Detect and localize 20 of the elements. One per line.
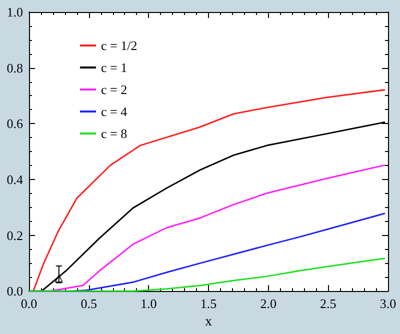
legend-label: c = 1/2 [101,38,138,53]
legend-label: c = 8 [101,126,128,141]
x-axis-title: x [205,314,212,330]
x-tick-label: 1.5 [200,296,217,312]
y-tick-label: 0.4 [6,172,24,187]
x-tick-label: 0.5 [80,296,97,312]
y-tick-label: 0.6 [6,116,24,132]
line-series [28,258,386,292]
y-tick-label: 0.2 [6,228,23,243]
legend-label: c = 1 [101,60,128,75]
y-tick-label: 0.8 [6,60,23,76]
x-tick-label: 2.5 [320,296,336,312]
x-tick-label: 1.0 [140,296,157,312]
legend-label: c = 2 [101,82,128,97]
x-tick-label: 3.0 [380,296,396,312]
legend-label: c = 4 [101,104,128,119]
x-tick-label: 2.0 [260,296,276,312]
y-tick-label: 0.0 [6,284,23,299]
y-tick-label: 1.0 [6,4,23,20]
x-tick-label: 0.0 [20,296,38,312]
